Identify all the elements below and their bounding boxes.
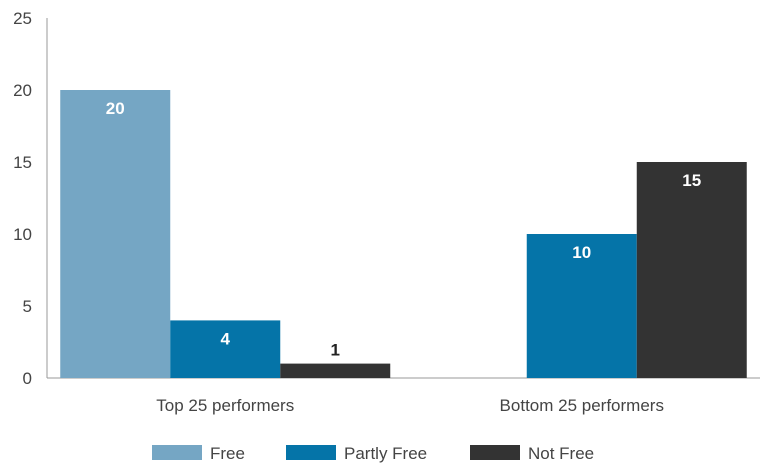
data-label: 15 xyxy=(682,171,701,190)
data-label: 4 xyxy=(221,329,231,348)
data-label: 1 xyxy=(331,341,340,360)
data-label: 10 xyxy=(572,243,591,262)
legend-label: Not Free xyxy=(528,444,594,463)
y-tick-label: 20 xyxy=(13,81,32,100)
y-tick-label: 10 xyxy=(13,225,32,244)
y-tick-label: 5 xyxy=(23,297,32,316)
y-axis-ticks: 0 5 10 15 20 25 xyxy=(13,9,32,388)
y-tick-label: 0 xyxy=(23,369,32,388)
bar-not-free xyxy=(280,363,391,378)
category-labels-group: Top 25 performers Bottom 25 performers xyxy=(156,396,664,415)
bars-group xyxy=(60,90,747,378)
data-label: 20 xyxy=(106,99,125,118)
legend-label: Free xyxy=(210,444,245,463)
bar-not-free xyxy=(636,162,747,378)
bar-partly-free xyxy=(170,320,281,378)
legend-label: Partly Free xyxy=(344,444,427,463)
legend-swatch xyxy=(286,445,336,460)
category-label: Bottom 25 performers xyxy=(500,396,664,415)
bar-free xyxy=(60,90,171,378)
data-labels-group: 20 4 1 10 15 xyxy=(106,99,701,360)
y-tick-label: 15 xyxy=(13,153,32,172)
legend-swatch xyxy=(152,445,202,460)
category-label: Top 25 performers xyxy=(156,396,294,415)
legend-swatch xyxy=(470,445,520,460)
legend: Free Partly Free Not Free xyxy=(152,444,594,463)
y-tick-label: 25 xyxy=(13,9,32,28)
bar-partly-free xyxy=(526,234,637,378)
